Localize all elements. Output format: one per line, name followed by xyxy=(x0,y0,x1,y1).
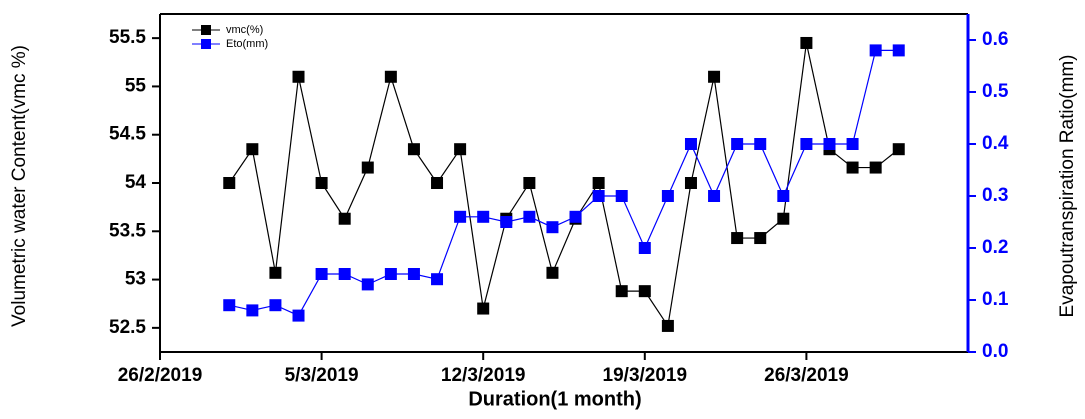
point xyxy=(592,190,605,202)
point xyxy=(823,138,836,150)
x-axis-title: Duration(1 month) xyxy=(468,388,641,410)
y2-tick-label: 0.5 xyxy=(982,81,1009,102)
y2-tick-label: 0.4 xyxy=(982,133,1009,154)
point xyxy=(661,190,674,202)
x-tick-label: 26/3/2019 xyxy=(764,365,849,386)
point xyxy=(684,138,697,150)
point xyxy=(292,309,305,322)
point xyxy=(384,268,397,280)
y-axis-title: Volumetric water Content(vmc %) xyxy=(9,45,30,327)
y-tick-label: 53 xyxy=(125,269,146,290)
point xyxy=(315,268,328,280)
point xyxy=(638,285,651,298)
legend-marker xyxy=(201,39,211,49)
point xyxy=(892,143,905,156)
legend-marker xyxy=(201,25,211,35)
point xyxy=(269,266,282,279)
point xyxy=(869,44,882,57)
point xyxy=(800,138,813,150)
y-tick-label: 52.5 xyxy=(109,317,146,338)
x-tick-label: 26/2/2019 xyxy=(118,365,203,386)
point xyxy=(361,161,374,174)
point xyxy=(431,177,444,189)
point xyxy=(846,161,859,174)
point xyxy=(846,138,859,150)
point xyxy=(246,143,259,156)
y-tick-label: 53.5 xyxy=(109,220,146,241)
y2-tick-label: 0.0 xyxy=(982,341,1008,362)
x-tick-label: 5/3/2019 xyxy=(285,365,359,386)
point xyxy=(638,242,651,254)
point xyxy=(477,302,490,315)
point xyxy=(338,268,351,280)
point xyxy=(223,299,236,312)
point xyxy=(407,143,420,156)
point xyxy=(708,70,721,83)
y-tick-label: 55 xyxy=(125,75,147,96)
point xyxy=(661,319,674,332)
point xyxy=(500,216,513,228)
point xyxy=(754,138,767,150)
y-tick-label: 55.5 xyxy=(109,27,146,48)
point xyxy=(684,177,697,189)
point xyxy=(407,268,420,280)
y-tick-label: 54 xyxy=(125,172,147,193)
x-tick-label: 19/3/2019 xyxy=(603,365,688,386)
point xyxy=(777,212,790,225)
point xyxy=(523,210,536,223)
series-line xyxy=(229,49,899,317)
point xyxy=(269,299,282,312)
series-line xyxy=(228,42,900,328)
point xyxy=(361,278,374,291)
point xyxy=(615,285,628,298)
y2-tick-label: 0.1 xyxy=(982,289,1009,310)
point xyxy=(800,36,813,49)
legend-label: Eto(mm) xyxy=(226,38,268,50)
point xyxy=(315,177,328,189)
point xyxy=(338,212,351,225)
point xyxy=(569,210,582,223)
y2-tick-label: 0.6 xyxy=(982,29,1008,50)
x-tick-label: 12/3/2019 xyxy=(441,365,526,386)
point xyxy=(292,70,305,83)
point xyxy=(546,221,559,234)
y2-tick-label: 0.2 xyxy=(982,237,1008,258)
point xyxy=(246,304,259,317)
point xyxy=(892,44,905,57)
point xyxy=(454,143,467,156)
point xyxy=(615,190,628,202)
y2-axis-title: Evapoutranspiration Ratio(mm) xyxy=(1057,55,1078,318)
point xyxy=(223,177,236,189)
point xyxy=(777,190,790,202)
point xyxy=(708,190,721,202)
y2-tick-label: 0.3 xyxy=(982,185,1008,206)
point xyxy=(731,138,744,150)
point xyxy=(477,210,490,223)
point xyxy=(546,266,559,279)
legend-label: vmc(%) xyxy=(226,24,263,36)
point xyxy=(523,177,536,189)
point xyxy=(384,70,397,83)
point xyxy=(592,177,605,189)
point xyxy=(454,210,467,223)
point xyxy=(869,161,882,174)
point xyxy=(431,273,444,286)
y-tick-label: 54.5 xyxy=(109,124,146,145)
point xyxy=(754,232,767,245)
point xyxy=(731,232,744,245)
